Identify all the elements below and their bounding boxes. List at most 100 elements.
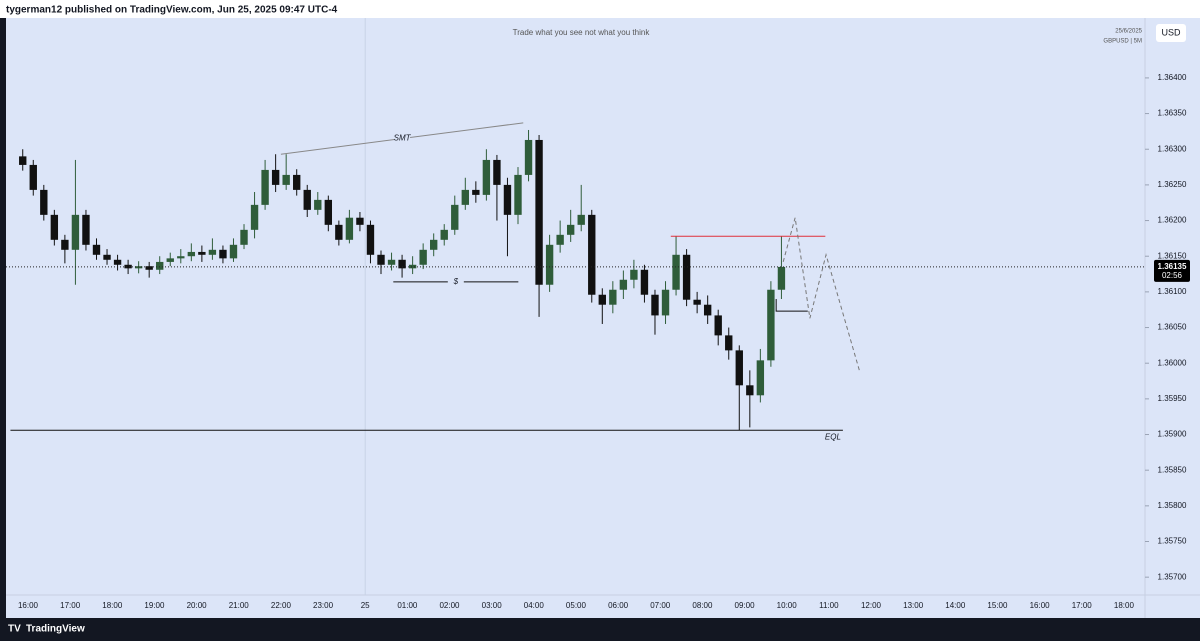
x-tick-label: 13:00 (903, 601, 924, 610)
candle-body (482, 159, 491, 195)
x-tick-label: 14:00 (945, 601, 966, 610)
candle-body (472, 189, 480, 195)
candle-body (314, 199, 322, 210)
candle-body (208, 249, 217, 255)
candle-body (124, 264, 132, 269)
candle-body (187, 251, 196, 257)
x-tick-label: 20:00 (187, 601, 208, 610)
candle-body (229, 244, 238, 259)
x-tick-label: 09:00 (735, 601, 756, 610)
candle-body (71, 214, 80, 250)
x-tick-label: 25 (361, 601, 370, 610)
candle-body (61, 239, 69, 250)
x-tick-label: 21:00 (229, 601, 250, 610)
y-tick-label: 1.36250 (1158, 180, 1187, 189)
candle-body (619, 279, 628, 290)
y-tick-label: 1.35850 (1158, 465, 1187, 474)
drawing-label-bg (394, 133, 411, 144)
candle-body (535, 139, 543, 285)
candle-body (356, 217, 364, 225)
candle-body (693, 299, 701, 305)
candle-body (556, 234, 564, 245)
candle-body (293, 174, 301, 190)
candle-body (408, 264, 417, 269)
candle-body (777, 266, 786, 290)
x-tick-label: 19:00 (144, 601, 165, 610)
candle-body (746, 385, 754, 396)
x-tick-label: 05:00 (566, 601, 587, 610)
candle-body (524, 139, 533, 175)
candle-body (324, 199, 333, 225)
x-tick-label: 23:00 (313, 601, 334, 610)
candle-body (661, 289, 670, 316)
x-tick-label: 01:00 (397, 601, 418, 610)
candle-body (240, 229, 248, 245)
y-tick-label: 1.35950 (1158, 394, 1187, 403)
candle-body (756, 360, 765, 396)
candle-body (198, 251, 206, 255)
y-tick-label: 1.35750 (1158, 537, 1187, 546)
currency[interactable]: USD (1161, 27, 1181, 37)
candle-body (735, 350, 743, 386)
candle-body (303, 189, 311, 210)
x-tick-label: 08:00 (692, 601, 713, 610)
y-tick-label: 1.36000 (1158, 358, 1187, 367)
candle-body (725, 335, 733, 351)
candle-body (50, 214, 59, 240)
candle-body (514, 174, 522, 215)
candle-body (651, 294, 659, 316)
watermark: Trade what you see not what you think (513, 28, 651, 37)
y-tick-label: 1.36050 (1158, 323, 1187, 332)
candle-body (630, 269, 638, 280)
x-tick-label: 03:00 (482, 601, 503, 610)
candle-body (398, 259, 406, 269)
y-tick-label: 1.36350 (1158, 109, 1187, 118)
x-tick-label: 11:00 (819, 601, 839, 610)
candle-body (767, 289, 775, 361)
x-tick-label: 07:00 (650, 601, 671, 610)
candle-body (440, 229, 448, 240)
currency-button[interactable] (1156, 24, 1186, 42)
candle-body (40, 189, 48, 215)
candle-body (345, 217, 354, 240)
candle-body (113, 259, 122, 265)
candle-body (261, 169, 269, 205)
candle-body (377, 254, 385, 265)
y-tick-label: 1.36200 (1158, 216, 1187, 225)
brand-logo: TV (8, 624, 21, 635)
x-tick-label: 04:00 (524, 601, 545, 610)
drawing (775, 299, 808, 312)
last-price-box (1154, 259, 1190, 282)
candle-body (430, 239, 438, 250)
x-tick-label: 06:00 (608, 601, 629, 610)
y-tick-label: 1.35900 (1158, 430, 1187, 439)
candle-body (282, 174, 290, 185)
candle-body (387, 259, 396, 265)
x-tick-label: 17:00 (60, 601, 81, 610)
drawing (782, 217, 861, 372)
candle-body (82, 214, 90, 245)
last-price-label: 1.36135 (1158, 262, 1187, 271)
countdown: 02:56 (1162, 271, 1183, 280)
plot: 1.36400 1.36350 1.36300 1.36250 1.36200 1.361… (6, 18, 1187, 610)
candle-body (451, 204, 459, 230)
candle-body (503, 184, 512, 215)
drawing-label: $ (453, 277, 459, 286)
y-tick-label: 1.35700 (1158, 572, 1187, 581)
candle-body (609, 289, 617, 305)
candle-body (672, 254, 680, 290)
candle-body (219, 249, 227, 259)
candle-body (461, 189, 469, 205)
x-tick-label: 02:00 (439, 601, 460, 610)
candle-body (19, 156, 27, 165)
y-tick-label: 1.35800 (1158, 501, 1187, 510)
x-tick-label: 16:00 (18, 601, 39, 610)
x-tick-label: 16:00 (1030, 601, 1051, 610)
candle-body (714, 315, 722, 336)
x-tick-label: 15:00 (987, 601, 1008, 610)
candle-body (577, 214, 585, 225)
candle-body (640, 269, 649, 295)
candle-body (166, 258, 174, 262)
candle-body (566, 224, 575, 235)
